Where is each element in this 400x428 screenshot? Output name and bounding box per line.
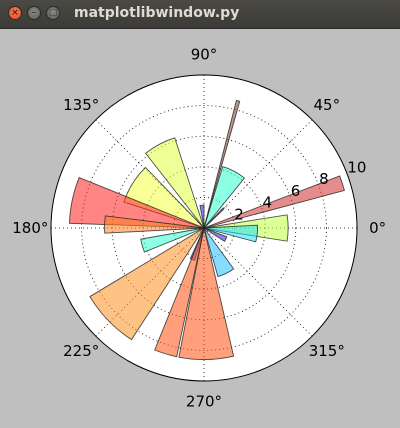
polar-bar-6 — [199, 204, 205, 229]
radial-tick-label-0: 2 — [234, 205, 244, 223]
radial-gridline-2 — [111, 135, 297, 321]
angular-tick-label-0: 0° — [369, 219, 386, 237]
angular-gridline-7 — [203, 227, 313, 337]
polar-bar-15 — [178, 227, 235, 361]
angular-tick-label-5: 225° — [63, 342, 99, 360]
angular-tick-label-2: 90° — [191, 45, 218, 63]
minimize-button[interactable]: – — [27, 6, 41, 20]
maximize-button[interactable]: □ — [46, 6, 60, 20]
polar-bar-10 — [104, 215, 205, 234]
window-title: matplotlibwindow.py — [74, 5, 240, 21]
polar-bar-5 — [203, 99, 241, 229]
radial-tick-label-3: 8 — [319, 170, 329, 188]
title-bar[interactable]: × – □ matplotlibwindow.py — [0, 0, 400, 29]
polar-bar-2 — [203, 175, 345, 229]
polar-bar-3 — [203, 207, 225, 229]
close-button[interactable]: × — [8, 6, 22, 20]
radial-tick-label-2: 6 — [291, 182, 301, 200]
angular-tick-label-1: 45° — [313, 96, 340, 114]
angular-tick-label-7: 315° — [309, 342, 345, 360]
polar-bar-17 — [203, 227, 228, 242]
polar-bar-11 — [140, 227, 205, 253]
polar-bar-12 — [89, 227, 205, 341]
polar-bar-14 — [154, 227, 205, 358]
angular-tick-label-6: 270° — [186, 393, 222, 411]
angular-tick-label-4: 180° — [12, 219, 48, 237]
maximize-icon: □ — [48, 7, 58, 18]
polar-bar-7 — [144, 137, 205, 229]
radial-tick-label-4: 10 — [347, 158, 366, 176]
polar-frame — [50, 74, 358, 382]
polar-bar-16 — [203, 227, 235, 278]
polar-bar-1 — [203, 224, 258, 243]
minimize-icon: – — [31, 7, 37, 18]
angular-gridline-1 — [203, 119, 313, 229]
radial-tick-label-1: 4 — [263, 194, 273, 212]
polar-bar-4 — [203, 165, 246, 229]
polar-bar-chart: 0° 45° 90° 135° 180° 225° 270° 315° 2 468 10 — [12, 45, 386, 411]
angular-tick-label-3: 135° — [63, 96, 99, 114]
close-icon: × — [11, 7, 19, 18]
polar-bar-9 — [68, 176, 205, 229]
